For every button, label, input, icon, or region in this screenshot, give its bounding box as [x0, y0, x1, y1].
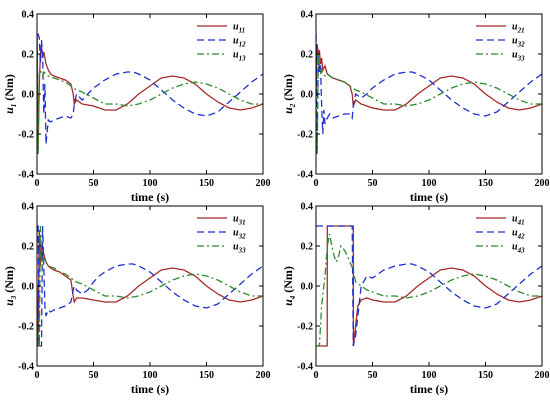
y-tick-label: 0.0 — [22, 282, 35, 293]
chart-panel-4: 0 50 100 150 200 -0.4 -0.2 0.0 0.2 0.4 time (s) u4 … — [281, 202, 550, 397]
x-tick-label: 150 — [199, 178, 214, 189]
x-tick-label: 50 — [368, 178, 378, 189]
x-tick-label: 0 — [314, 370, 319, 381]
x-tick-label: 100 — [143, 370, 158, 381]
y-tick-label: -0.4 — [18, 170, 34, 181]
y-tick-label: 0.0 — [22, 90, 35, 101]
x-tick-label: 150 — [478, 178, 493, 189]
x-tick-label: 150 — [478, 370, 493, 381]
y-tick-label: 0.4 — [301, 202, 314, 213]
x-tick-label: 100 — [422, 370, 437, 381]
y-tick-label: 0.4 — [22, 10, 35, 21]
legend-entry-label: u32 — [512, 36, 525, 49]
y-tick-label: 0.2 — [22, 50, 35, 61]
series-line-u42 — [316, 225, 542, 347]
y-tick-label: -0.4 — [297, 170, 313, 181]
series-line-u33 — [316, 53, 542, 155]
legend-entry-label: u31 — [233, 214, 246, 227]
y-tick-label: 0.0 — [301, 282, 314, 293]
x-tick-label: 200 — [256, 370, 271, 381]
series-line-u32 — [316, 33, 542, 155]
chart-panel-1: 0 50 100 150 200 -0.4 -0.2 0.0 0.2 0.4 time (s) u1 … — [2, 10, 271, 205]
legend-entry-label: u32 — [233, 228, 246, 241]
legend-entry-label: u21 — [512, 22, 525, 35]
series-line-u11 — [37, 33, 263, 151]
x-tick-label: 100 — [143, 178, 158, 189]
y-tick-label: 0.2 — [22, 242, 35, 253]
legend-entry-label: u11 — [233, 22, 245, 35]
y-tick-label: 0.0 — [301, 90, 314, 101]
x-tick-label: 200 — [535, 178, 550, 189]
y-tick-label: -0.2 — [18, 322, 34, 333]
x-axis-label: time (s) — [410, 382, 448, 396]
series-line-u41 — [316, 225, 542, 347]
legend-entry-label: u43 — [512, 242, 525, 255]
y-tick-label: -0.4 — [18, 362, 34, 373]
y-tick-label: 0.2 — [301, 50, 314, 61]
y-tick-label: 0.4 — [22, 202, 35, 213]
chart-panel-2: 0 50 100 150 200 -0.4 -0.2 0.0 0.2 0.4 time (s) u2 … — [281, 10, 550, 205]
legend-entry-label: u33 — [233, 242, 246, 255]
plot-frame — [36, 205, 264, 367]
x-tick-label: 0 — [314, 178, 319, 189]
x-tick-label: 50 — [89, 370, 99, 381]
series-line-u21 — [316, 43, 542, 111]
series-line-u12 — [37, 33, 263, 145]
y-tick-label: 0.4 — [301, 10, 314, 21]
y-tick-label: 0.2 — [301, 242, 314, 253]
series-line-u31 — [37, 229, 263, 347]
series-line-u13 — [37, 33, 263, 155]
y-tick-label: -0.2 — [297, 130, 313, 141]
x-tick-label: 200 — [535, 370, 550, 381]
y-tick-label: -0.2 — [18, 130, 34, 141]
y-tick-label: -0.2 — [297, 322, 313, 333]
y-axis-label: u2 (Nm) — [281, 74, 297, 114]
legend-entry-label: u12 — [233, 36, 246, 49]
series-line-u43 — [316, 233, 542, 347]
x-tick-label: 150 — [199, 370, 214, 381]
y-axis-label: u4 (Nm) — [281, 266, 297, 306]
y-tick-label: -0.4 — [297, 362, 313, 373]
legend-entry-label: u41 — [512, 214, 525, 227]
x-tick-label: 50 — [89, 178, 99, 189]
y-axis-label: u1 (Nm) — [2, 74, 18, 114]
legend-entry-label: u42 — [512, 228, 525, 241]
x-tick-label: 0 — [35, 178, 40, 189]
legend-entry-label: u33 — [512, 50, 525, 63]
series-line-u32 — [37, 225, 263, 347]
legend-entry-label: u13 — [233, 50, 246, 63]
x-axis-label: time (s) — [131, 190, 169, 204]
x-tick-label: 100 — [422, 178, 437, 189]
x-tick-label: 0 — [35, 370, 40, 381]
y-axis-label: u3 (Nm) — [2, 266, 18, 306]
x-tick-label: 200 — [256, 178, 271, 189]
x-axis-label: time (s) — [131, 382, 169, 396]
chart-panel-3: 0 50 100 150 200 -0.4 -0.2 0.0 0.2 0.4 time (s) u3 … — [2, 202, 271, 397]
x-axis-label: time (s) — [410, 190, 448, 204]
series-line-u33 — [37, 225, 263, 347]
x-tick-label: 50 — [368, 370, 378, 381]
